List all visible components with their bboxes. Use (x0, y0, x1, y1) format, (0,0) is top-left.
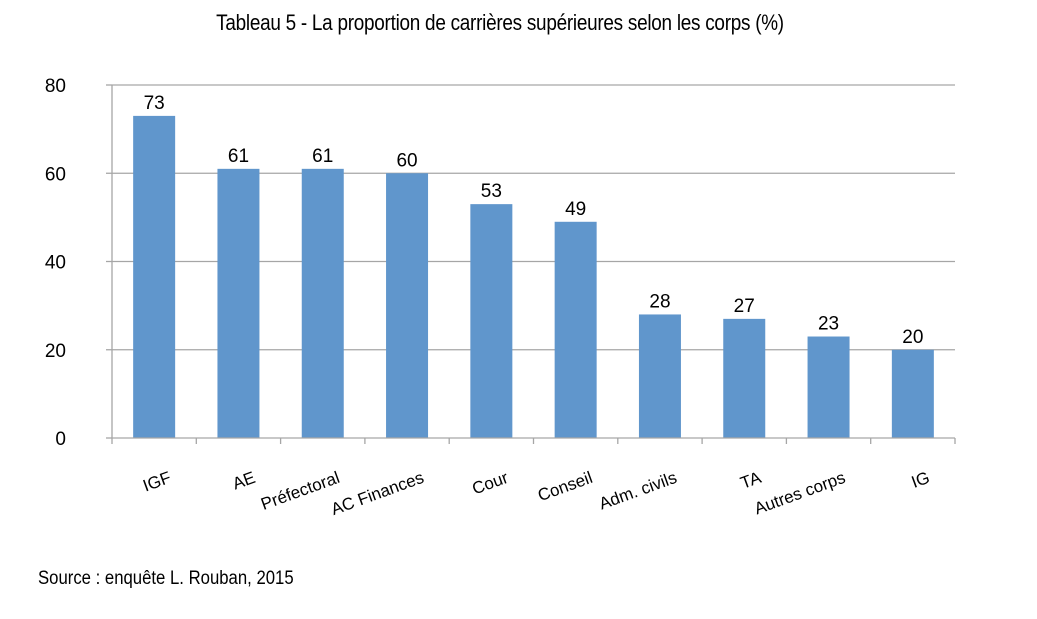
axes (106, 84, 956, 444)
data-label: 61 (312, 146, 333, 167)
data-label: 49 (565, 199, 586, 220)
chart-title: Tableau 5 - La proportion de carrières s… (216, 10, 784, 35)
bar (470, 204, 513, 438)
data-label: 60 (396, 150, 417, 171)
y-tick-label: 80 (45, 76, 66, 97)
data-label: 20 (902, 327, 923, 348)
bar (133, 115, 176, 438)
y-tick-label: 60 (45, 164, 66, 185)
bar (638, 314, 681, 438)
x-tick-label: Cour (470, 468, 511, 499)
x-tick-label: Conseil (535, 468, 595, 505)
bar (386, 173, 429, 438)
bar (301, 168, 344, 438)
data-label: 27 (734, 296, 755, 317)
x-tick-label: TA (738, 468, 764, 493)
bar (217, 168, 260, 438)
x-tick-label: Autres corps (752, 468, 848, 518)
bar (723, 318, 766, 438)
y-tick-label: 20 (45, 341, 66, 362)
data-label: 73 (144, 93, 165, 114)
x-tick-label: IG (909, 468, 932, 492)
y-tick-label: 0 (55, 429, 66, 450)
bar (891, 349, 934, 438)
x-tick-label: AC Finances (328, 468, 426, 519)
data-label: 28 (649, 291, 670, 312)
bar (554, 221, 597, 438)
x-tick-label: IGF (140, 468, 173, 496)
data-label: 23 (818, 314, 839, 335)
x-tick-label: AE (230, 468, 258, 494)
source-note: Source : enquête L. Rouban, 2015 (38, 568, 294, 589)
data-label: 61 (228, 146, 249, 167)
bar (807, 336, 850, 438)
bars (133, 115, 934, 438)
data-label: 53 (481, 181, 502, 202)
x-tick-label: Adm. civils (596, 468, 679, 514)
y-tick-label: 40 (45, 253, 66, 274)
